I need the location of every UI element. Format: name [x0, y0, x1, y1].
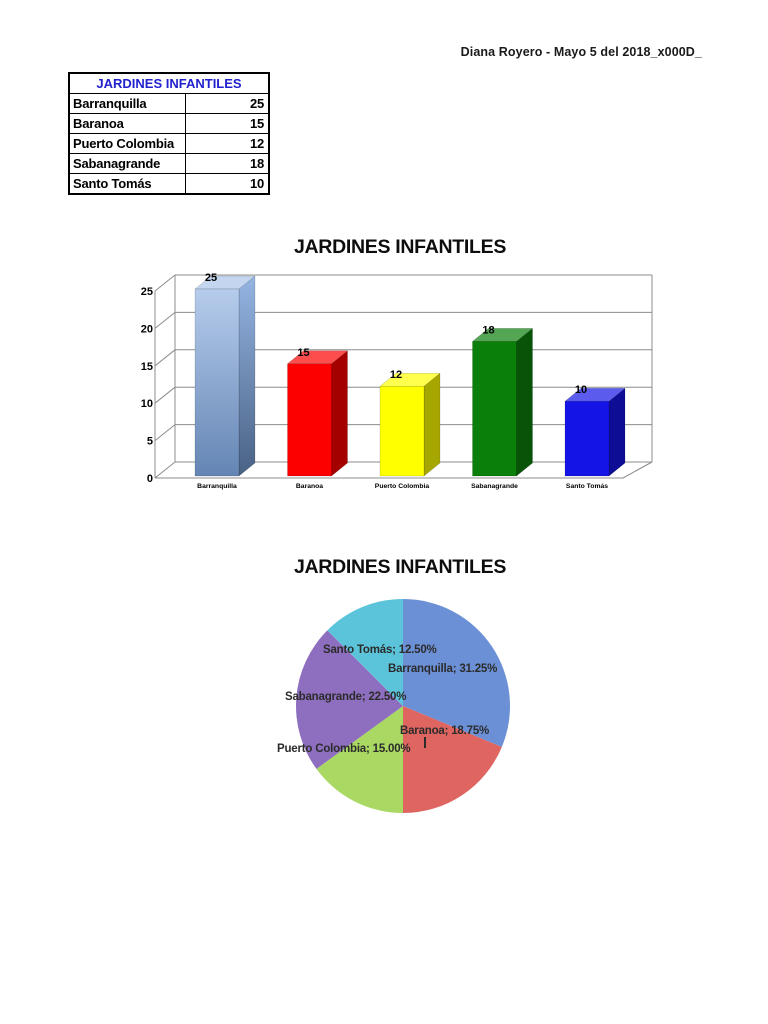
- bar-value-label: 25: [205, 272, 217, 284]
- bar-baranoa: [286, 350, 349, 477]
- bar-santo-tomas: [564, 387, 626, 477]
- row-value: 18: [249, 156, 264, 171]
- bar-value-label: 12: [390, 369, 402, 381]
- row-value: 10: [249, 176, 264, 191]
- y-axis-tick: 20: [141, 323, 153, 335]
- bar-chart: 0 5 10 15 20 25 25 Barranquilla 15 Baranoa 12 Puert…: [141, 272, 653, 490]
- x-axis-category-label: Baranoa: [296, 483, 323, 490]
- jardines-table: JARDINES INFANTILES Barranquilla 25 Barano…: [68, 72, 270, 195]
- row-label: Santo Tomás: [70, 174, 186, 193]
- baranoa-leader-line: [424, 737, 426, 748]
- pie-chart-title: JARDINES INFANTILES: [293, 556, 507, 578]
- bar-value-label: 15: [297, 347, 309, 359]
- y-axis-tick: 15: [141, 361, 153, 373]
- pie-label-sabanagrande: Sabanagrande; 22.50%: [285, 691, 407, 703]
- y-axis-tick: 10: [141, 398, 153, 410]
- pie-slice-sabanagrande: [296, 630, 403, 769]
- pie-slice-baranoa: [403, 706, 502, 813]
- row-value: 12: [249, 136, 264, 151]
- x-axis-category-label: Sabanagrande: [471, 483, 518, 490]
- x-axis-category-label: Barranquilla: [197, 483, 237, 490]
- y-axis-tick: 5: [147, 436, 153, 448]
- header-note: Diana Royero - Mayo 5 del 2018_x000D_: [460, 45, 702, 59]
- row-label: Barranquilla: [70, 94, 186, 113]
- pie-label-barranquilla: Barranquilla; 31.25%: [388, 663, 498, 675]
- table-body: Barranquilla 25 Baranoa 15 Puerto Colombia 12…: [70, 94, 268, 193]
- bar-sabanagrande: [471, 327, 534, 477]
- pie-slice-santo-tomas: [327, 599, 403, 706]
- x-axis-category-label: Puerto Colombia: [375, 483, 430, 490]
- bar-barranquilla: [194, 275, 256, 477]
- pie-slice-puerto-colombia: [316, 706, 403, 813]
- row-value: 25: [249, 96, 264, 111]
- table-row: Baranoa 15: [70, 114, 268, 134]
- row-label: Baranoa: [70, 114, 186, 133]
- y-axis-tick: 25: [141, 286, 153, 298]
- row-value: 15: [249, 116, 264, 131]
- pie-chart: [296, 599, 510, 813]
- row-label: Sabanagrande: [70, 154, 186, 173]
- pie-label-puerto-colombia: Puerto Colombia; 15.00%: [277, 743, 411, 755]
- bar-value-label: 18: [482, 324, 494, 336]
- row-label: Puerto Colombia: [70, 134, 186, 153]
- pie-label-santo-tomas: Santo Tomás; 12.50%: [323, 644, 437, 656]
- bar-puerto-colombia: [379, 372, 441, 477]
- table-row: Puerto Colombia 12: [70, 134, 268, 154]
- pie-label-baranoa: Baranoa; 18.75%: [400, 725, 490, 737]
- table-title: JARDINES INFANTILES: [70, 74, 268, 94]
- bar-chart-title: JARDINES INFANTILES: [293, 236, 507, 258]
- table-row: Santo Tomás 10: [70, 174, 268, 193]
- table-row: Sabanagrande 18: [70, 154, 268, 174]
- y-axis-tick: 0: [147, 473, 153, 485]
- pie-slice-barranquilla: [403, 599, 510, 747]
- bar-value-label: 10: [575, 384, 587, 396]
- x-axis-category-label: Santo Tomás: [566, 483, 608, 490]
- table-row: Barranquilla 25: [70, 94, 268, 114]
